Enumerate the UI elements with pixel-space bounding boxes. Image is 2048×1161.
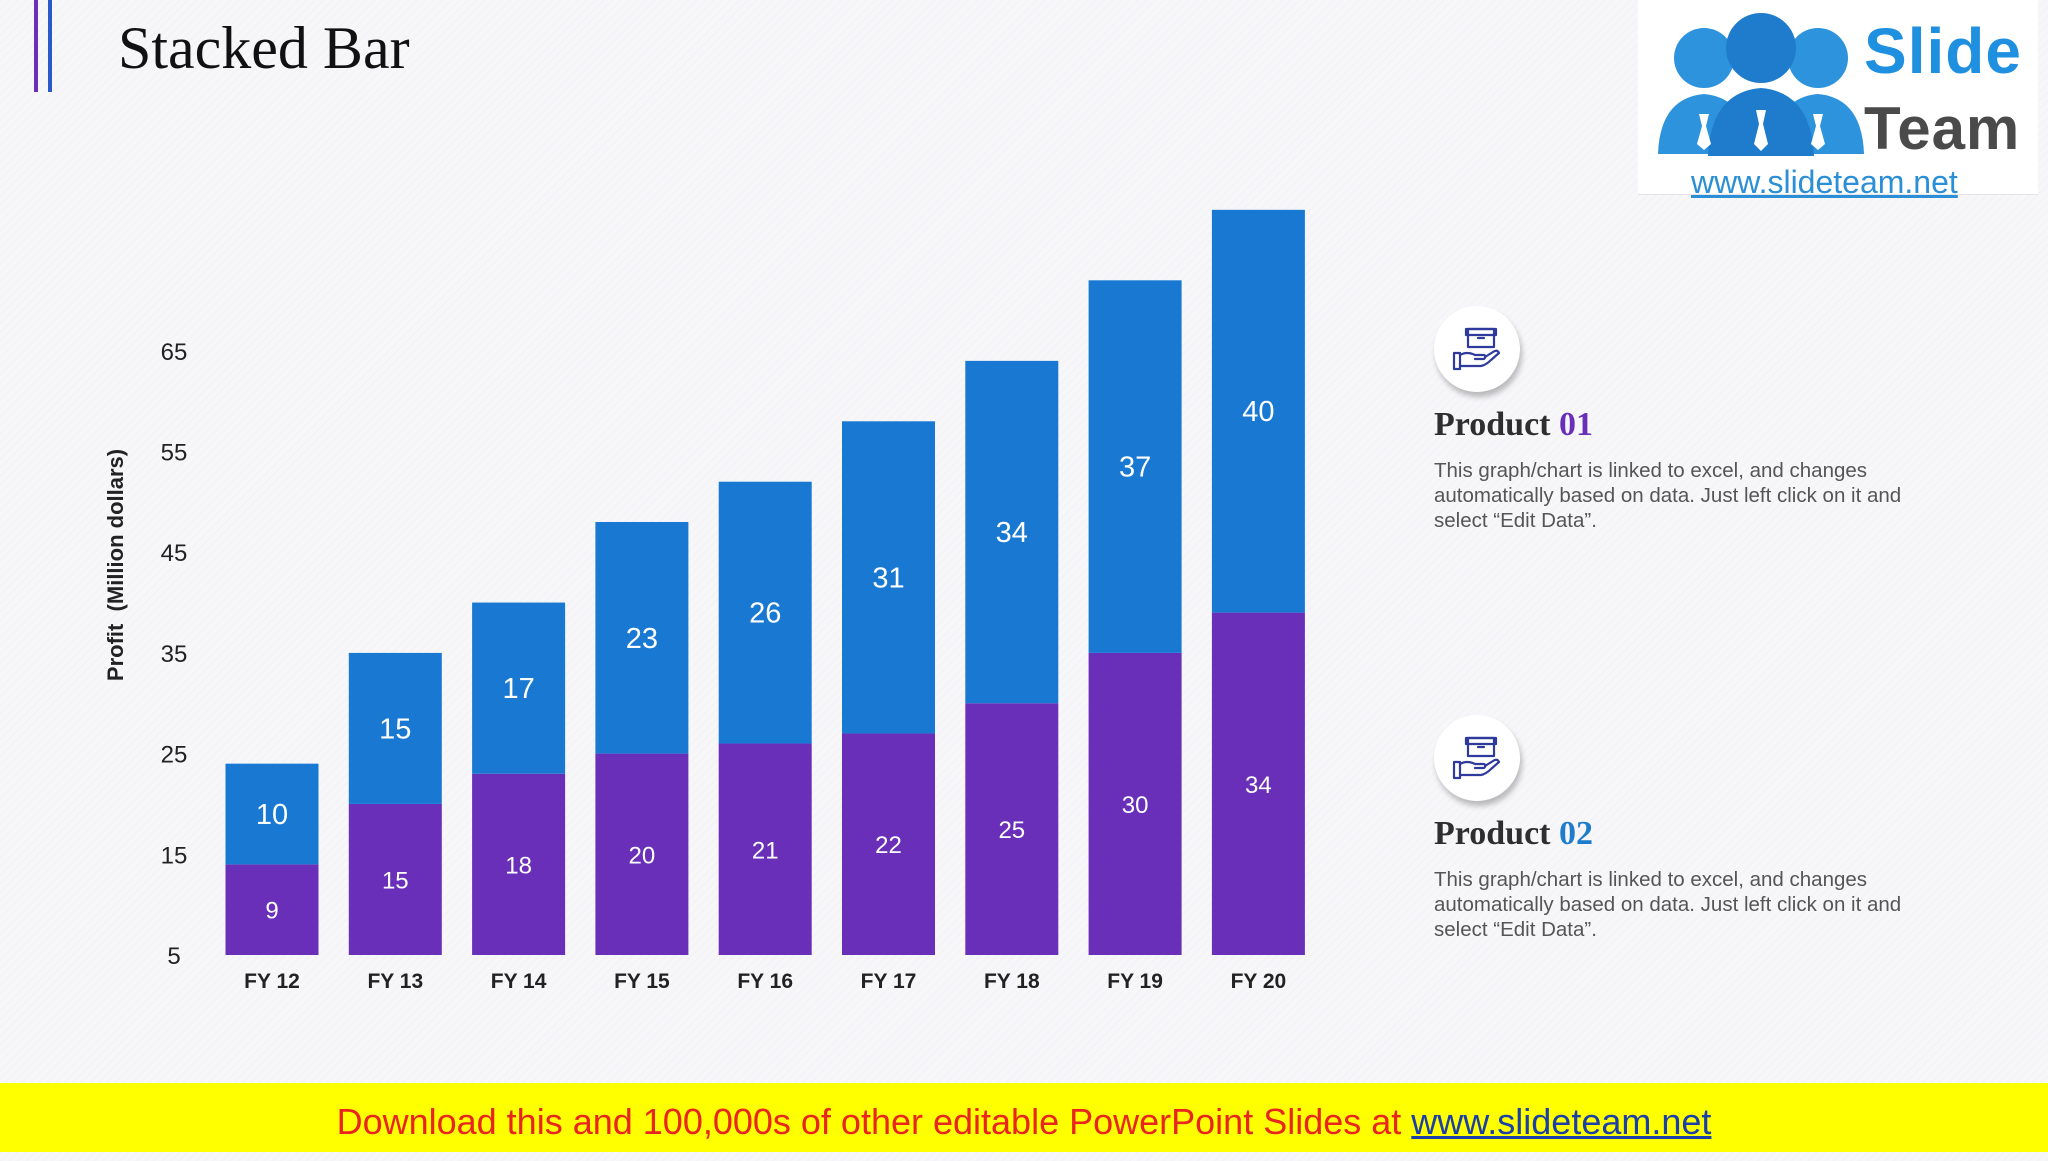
accent-bar-blue xyxy=(48,0,52,92)
product-01-icon-circle xyxy=(1434,306,1520,392)
page-title: Stacked Bar xyxy=(118,15,410,81)
product-01-heading: Product 01 xyxy=(1434,406,1593,444)
bar-product-02 xyxy=(348,652,442,804)
y-tick-label: 45 xyxy=(161,540,188,567)
x-tick-label: FY 19 xyxy=(1107,970,1163,993)
data-label-product-02: 23 xyxy=(626,623,658,655)
download-banner: Download this and 100,000s of other edit… xyxy=(0,1083,2048,1152)
x-tick-label: FY 15 xyxy=(614,970,670,993)
bar-product-02 xyxy=(472,602,566,774)
data-label-product-02: 34 xyxy=(996,517,1028,549)
bar-product-01 xyxy=(472,773,566,955)
logo-word-team: Team xyxy=(1864,95,2021,162)
data-label-product-02: 37 xyxy=(1119,452,1151,484)
accent-bar-purple xyxy=(34,0,38,92)
bar-product-02 xyxy=(718,481,812,744)
logo-word-slide: Slide xyxy=(1864,15,2022,87)
x-tick-label: FY 20 xyxy=(1231,970,1287,993)
product-02-icon-circle xyxy=(1434,715,1520,801)
bar-product-01 xyxy=(348,803,442,955)
bar-product-02 xyxy=(225,763,319,865)
data-label-product-02: 10 xyxy=(256,799,288,831)
y-tick-label: 25 xyxy=(161,742,188,769)
product-02-heading: Product 02 xyxy=(1434,815,1593,853)
product-01-label: Product xyxy=(1434,406,1551,443)
bar-product-01 xyxy=(842,733,935,955)
banner-text: Download this and 100,000s of other edit… xyxy=(336,1101,1412,1142)
y-tick-label: 55 xyxy=(161,440,188,467)
x-tick-label: FY 14 xyxy=(491,970,547,993)
chart-canvas: 5 15 25 35 45 55 65 9 10 FY 12 15 15 FY 13 18 17 FY 14 2… xyxy=(161,209,1305,993)
bar-product-01 xyxy=(225,864,319,955)
x-tick-label: FY 17 xyxy=(861,970,917,993)
x-tick-label: FY 16 xyxy=(737,970,793,993)
bar-product-01 xyxy=(965,703,1059,955)
x-tick-label: FY 12 xyxy=(244,970,300,993)
data-label-product-01: 21 xyxy=(752,837,779,864)
data-label-product-01: 9 xyxy=(265,898,278,925)
bar-product-01 xyxy=(1211,612,1305,955)
data-label-product-01: 15 xyxy=(382,867,409,894)
bar-product-02 xyxy=(595,521,689,754)
data-label-product-02: 17 xyxy=(502,673,534,705)
box-on-hand-icon xyxy=(1452,327,1501,371)
data-label-product-01: 34 xyxy=(1245,772,1272,799)
bar-product-01 xyxy=(718,743,812,955)
slideteam-logo[interactable]: Slide Team www.slideteam.net xyxy=(1638,0,2038,200)
bar-product-02 xyxy=(842,421,935,734)
product-02-description: This graph/chart is linked to excel, and… xyxy=(1434,868,1902,941)
data-label-product-01: 20 xyxy=(629,842,656,869)
product-01-description: This graph/chart is linked to excel, and… xyxy=(1434,459,1902,532)
data-label-product-01: 18 xyxy=(505,852,532,879)
data-label-product-01: 25 xyxy=(998,817,1025,844)
bar-product-02 xyxy=(1211,209,1305,613)
data-label-product-01: 22 xyxy=(875,832,902,859)
product-02-label: Product xyxy=(1434,815,1551,852)
data-label-product-02: 26 xyxy=(749,598,781,630)
people-icon xyxy=(1658,13,1864,156)
y-tick-label: 35 xyxy=(161,641,188,668)
y-axis-title: Profit (Million dollars) xyxy=(103,448,128,682)
x-tick-label: FY 18 xyxy=(984,970,1040,993)
data-label-product-02: 31 xyxy=(872,562,904,594)
bar-product-01 xyxy=(1088,652,1182,955)
product-01-number: 01 xyxy=(1558,406,1593,443)
bar-product-01 xyxy=(595,753,689,955)
data-label-product-01: 30 xyxy=(1122,792,1149,819)
data-label-product-02: 15 xyxy=(379,713,411,745)
stacked-bar-chart: 5 15 25 35 45 55 65 9 10 FY 12 15 15 FY 13 18 17 FY 14 2… xyxy=(103,209,1305,993)
y-tick-label: 5 xyxy=(167,943,180,970)
logo-url-link[interactable]: www.slideteam.net xyxy=(1691,164,1958,200)
box-on-hand-icon xyxy=(1452,736,1501,780)
x-tick-label: FY 13 xyxy=(367,970,423,993)
y-tick-label: 65 xyxy=(161,339,188,366)
bar-product-02 xyxy=(965,360,1059,704)
product-02-number: 02 xyxy=(1558,815,1593,852)
title-accent-bars xyxy=(34,0,64,92)
data-label-product-02: 40 xyxy=(1242,396,1274,428)
bar-product-02 xyxy=(1088,280,1182,653)
y-tick-label: 15 xyxy=(161,842,188,869)
banner-link[interactable]: www.slideteam.net xyxy=(1411,1101,1712,1142)
